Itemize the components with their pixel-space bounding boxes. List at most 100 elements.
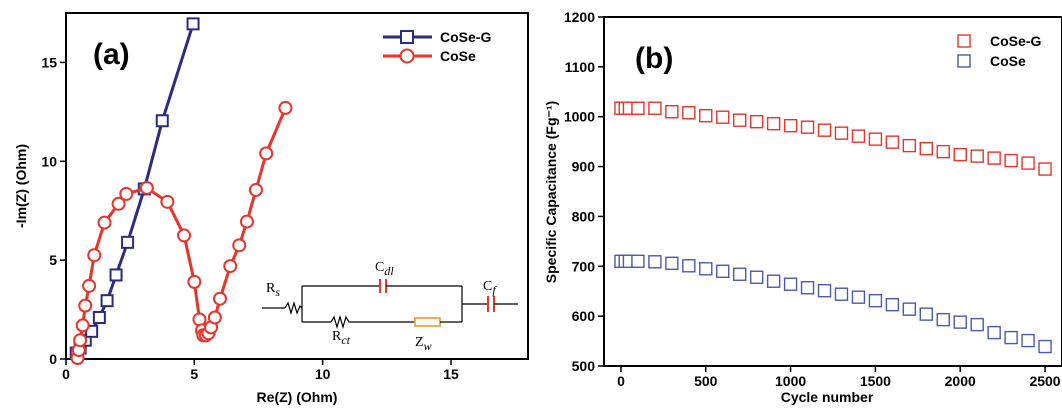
- data-point-cose: [648, 255, 662, 269]
- data-point-cose-g: [851, 129, 866, 143]
- data-point-cose: [665, 256, 679, 270]
- data-point-cose: [936, 312, 950, 327]
- data-point-cose: [919, 307, 933, 321]
- data-point-cose: [82, 278, 97, 293]
- data-point-cose: [78, 298, 93, 313]
- legend-coseg-label: CoSe-G: [990, 33, 1041, 49]
- data-point-cose: [868, 293, 883, 308]
- chart-a-legend: CoSe-G CoSe: [383, 29, 491, 64]
- legend-coseg-marker: [957, 34, 971, 48]
- data-point-cose: [885, 297, 900, 312]
- y-tick-label: 600: [572, 308, 596, 324]
- legend-cose-marker: [957, 54, 971, 68]
- y-tick-label: 1100: [565, 59, 596, 75]
- y-tick-label: 900: [572, 159, 596, 175]
- series-line-cose: [76, 107, 287, 359]
- y-tick-label: 800: [572, 208, 596, 224]
- data-point-cose: [800, 281, 815, 295]
- x-tick-label: 5: [190, 366, 198, 382]
- chart-a-panel-label: (a): [93, 38, 130, 71]
- data-point-cose-g: [868, 132, 883, 146]
- data-point-cose-g: [699, 109, 713, 123]
- data-point-cose: [902, 302, 917, 316]
- chart-a-ticks: 0 5 10 15 0 5 10 15: [41, 54, 459, 382]
- data-point-cose-g: [682, 106, 696, 120]
- legend-cose-label: CoSe: [990, 53, 1026, 69]
- cdl-label: Cdl: [375, 260, 394, 278]
- data-point-cose-g: [749, 114, 764, 129]
- y-tick-label: 500: [572, 358, 596, 374]
- data-point-cose: [87, 248, 102, 263]
- data-point-cose-g: [783, 118, 798, 133]
- chart-a-x-axis-label: Re(Z) (Ohm): [257, 389, 338, 405]
- data-point-cose-g: [936, 144, 950, 159]
- data-point-cose-g: [648, 101, 662, 115]
- data-point-cose: [631, 254, 645, 269]
- data-point-cose: [716, 264, 730, 278]
- data-point-cose: [248, 182, 263, 197]
- data-point-cose: [1038, 339, 1052, 354]
- data-point-cose-g: [817, 123, 832, 137]
- chart-b-y-axis-label: Specific Capacitance (Fg⁻¹): [543, 101, 559, 283]
- data-point-cose: [239, 214, 254, 229]
- chart-b-legend: CoSe-G CoSe: [957, 33, 1041, 69]
- legend-cose-marker: [399, 48, 415, 64]
- chart-a: 0 5 10 15 0 5 10 15 (a) Re(Z) (Ohm) -Im(Z) (Ohm…: [13, 12, 529, 405]
- warburg-element: [414, 317, 441, 327]
- chart-b-x-axis-label: Cycle number: [781, 389, 874, 405]
- x-tick-label: 2500: [1029, 373, 1060, 389]
- x-tick-label: 1000: [775, 373, 806, 389]
- data-point-cose: [1004, 330, 1018, 345]
- data-point-cose-g: [919, 141, 933, 156]
- rs-label: Rs: [266, 281, 280, 299]
- data-point-cose-g: [100, 294, 114, 308]
- data-point-cose-g: [665, 105, 679, 119]
- rct-label: Rct: [332, 329, 351, 347]
- data-point-cose: [119, 186, 134, 201]
- data-point-cose-g: [109, 268, 123, 282]
- data-point-cose-g: [121, 235, 135, 249]
- data-point-cose: [953, 315, 967, 329]
- data-point-cose-g: [186, 17, 200, 31]
- y-tick-label: 1200: [564, 9, 595, 25]
- data-point-cose: [699, 262, 713, 276]
- data-point-cose-g: [885, 135, 900, 149]
- data-point-cose-g: [716, 110, 730, 124]
- data-point-cose-g: [953, 147, 967, 162]
- y-tick-label: 1000: [564, 109, 595, 125]
- data-point-cose: [834, 287, 849, 301]
- chart-b-panel-label: (b): [635, 42, 673, 75]
- data-point-cose-g: [800, 120, 815, 134]
- equivalent-circuit: Rs Cdl Cf Rct Zw: [262, 260, 518, 353]
- data-point-cose: [207, 310, 222, 325]
- chart-b-ticks: 0 500 1000 1500 2000 2500 500 600 700 800 900 1000 1…: [564, 9, 1061, 389]
- y-tick-label: 700: [572, 258, 596, 274]
- data-point-cose: [232, 238, 247, 253]
- data-point-cose: [213, 291, 227, 306]
- data-point-cose-g: [766, 116, 781, 131]
- data-point-cose-g: [970, 149, 984, 163]
- data-point-cose: [75, 318, 90, 333]
- chart-b: 0 500 1000 1500 2000 2500 500 600 700 800 900 1000 1…: [543, 9, 1062, 405]
- data-point-cose-g: [92, 310, 106, 324]
- data-point-cose: [783, 277, 798, 291]
- data-point-cose: [73, 333, 88, 348]
- x-tick-label: 2000: [945, 373, 976, 389]
- series-line-cose-g: [75, 23, 195, 355]
- data-point-cose-g: [733, 113, 747, 127]
- data-point-cose: [970, 317, 984, 332]
- data-point-cose: [160, 194, 175, 209]
- legend-coseg-label: CoSe-G: [440, 29, 491, 45]
- x-tick-label: 500: [694, 373, 718, 389]
- x-tick-label: 10: [315, 366, 331, 382]
- data-point-cose: [259, 146, 274, 161]
- data-point-cose: [817, 284, 832, 298]
- data-point-cose: [733, 267, 747, 281]
- data-point-cose-g: [987, 151, 1001, 165]
- x-tick-label: 0: [617, 373, 625, 389]
- data-point-cose-g: [902, 138, 917, 153]
- chart-a-y-axis-label: -Im(Z) (Ohm): [13, 144, 29, 228]
- data-point-cose: [97, 215, 112, 230]
- data-point-cose: [766, 274, 781, 288]
